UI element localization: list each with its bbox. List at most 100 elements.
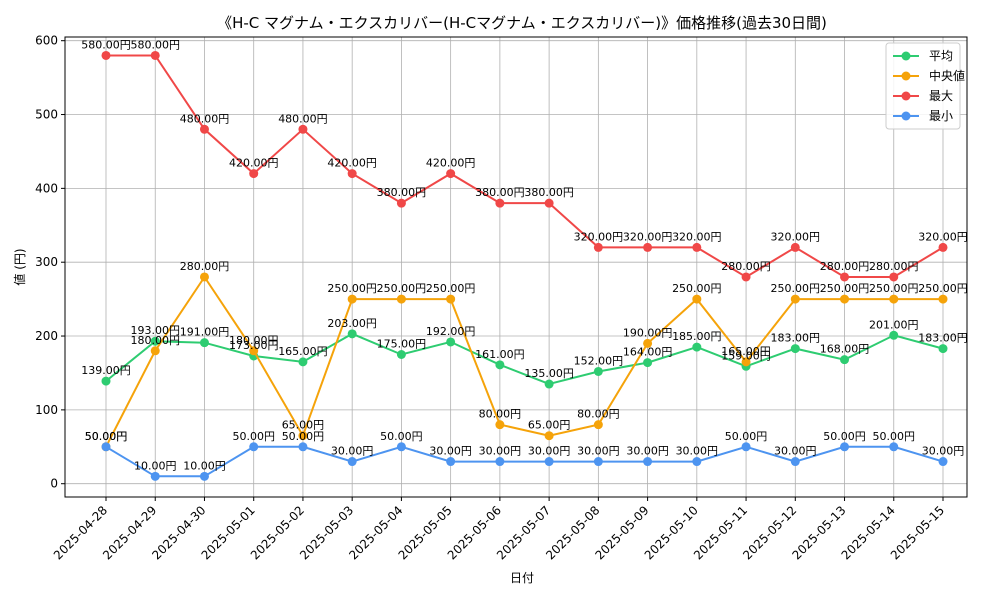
data-point — [643, 457, 653, 467]
data-label: 280.00円 — [820, 260, 870, 273]
data-point — [889, 294, 899, 304]
data-point — [396, 442, 406, 452]
data-label: 280.00円 — [721, 260, 771, 273]
data-label: 50.00円 — [823, 430, 866, 443]
data-label: 420.00円 — [229, 157, 279, 170]
data-label: 183.00円 — [918, 332, 968, 345]
data-point — [790, 242, 800, 252]
data-label: 30.00円 — [479, 445, 522, 458]
data-label: 152.00円 — [574, 354, 624, 367]
data-label: 175.00円 — [377, 337, 427, 350]
data-point — [150, 50, 160, 60]
data-label: 173.00円 — [229, 339, 279, 352]
data-point — [692, 457, 702, 467]
series-lines — [101, 50, 948, 481]
data-label: 50.00円 — [85, 430, 128, 443]
data-label: 50.00円 — [282, 430, 325, 443]
chart-title: 《H-C マグナム・エクスカリバー(H-Cマグナム・エクスカリバー)》価格推移(… — [217, 14, 827, 32]
data-label: 320.00円 — [771, 230, 821, 243]
legend-marker — [901, 51, 911, 61]
data-label: 30.00円 — [676, 445, 719, 458]
data-label: 320.00円 — [918, 230, 968, 243]
data-point — [593, 242, 603, 252]
data-point — [495, 457, 505, 467]
data-point — [643, 242, 653, 252]
data-point — [446, 337, 456, 347]
data-point — [446, 169, 456, 179]
data-label: 250.00円 — [672, 282, 722, 295]
data-point — [495, 420, 505, 430]
data-label: 250.00円 — [820, 282, 870, 295]
data-label: 480.00円 — [278, 112, 328, 125]
data-label: 30.00円 — [429, 445, 472, 458]
data-point — [692, 294, 702, 304]
data-label: 165.00円 — [278, 345, 328, 358]
data-point — [889, 272, 899, 282]
data-label: 50.00円 — [85, 430, 128, 443]
y-tick-label: 400 — [35, 181, 58, 195]
data-label: 280.00円 — [869, 260, 919, 273]
plot-area-frame — [64, 36, 968, 498]
data-point — [199, 124, 209, 134]
data-point — [593, 366, 603, 376]
data-label: 192.00円 — [426, 325, 476, 338]
data-label: 380.00円 — [524, 186, 574, 199]
data-point — [544, 431, 554, 441]
data-label: 50.00円 — [725, 430, 768, 443]
legend-label: 中央値 — [929, 68, 965, 83]
data-point — [249, 169, 259, 179]
data-label: 280.00円 — [180, 260, 230, 273]
data-label: 250.00円 — [377, 282, 427, 295]
data-point — [790, 344, 800, 354]
data-point — [495, 198, 505, 208]
legend-marker — [901, 111, 911, 121]
data-point — [790, 294, 800, 304]
series-line-1 — [105, 275, 943, 448]
data-label: 135.00円 — [524, 367, 574, 380]
data-point — [150, 346, 160, 356]
data-label: 50.00円 — [873, 430, 916, 443]
data-label: 30.00円 — [774, 445, 817, 458]
data-point — [347, 169, 357, 179]
data-point — [643, 338, 653, 348]
data-point — [544, 198, 554, 208]
data-label: 185.00円 — [672, 330, 722, 343]
data-label: 10.00円 — [134, 459, 177, 472]
data-label: 161.00円 — [475, 348, 525, 361]
data-point — [544, 379, 554, 389]
data-point — [840, 355, 850, 365]
data-point — [249, 442, 259, 452]
data-point — [446, 457, 456, 467]
data-point — [840, 272, 850, 282]
data-point — [347, 329, 357, 339]
y-tick-label: 500 — [35, 108, 58, 122]
data-point — [396, 294, 406, 304]
data-point — [741, 442, 751, 452]
data-label: 250.00円 — [327, 282, 377, 295]
legend-marker — [901, 91, 911, 101]
data-label: 139.00円 — [81, 364, 131, 377]
data-label: 380.00円 — [475, 186, 525, 199]
data-label: 320.00円 — [623, 230, 673, 243]
data-label: 190.00円 — [623, 326, 673, 339]
data-label: 65.00円 — [282, 419, 325, 432]
data-point — [298, 431, 308, 441]
data-point — [840, 294, 850, 304]
data-label: 164.00円 — [623, 346, 673, 359]
legend-box — [885, 42, 961, 130]
data-label: 193.00円 — [130, 324, 180, 337]
data-point — [495, 360, 505, 370]
data-label: 250.00円 — [771, 282, 821, 295]
data-label: 10.00円 — [183, 459, 226, 472]
data-point — [298, 442, 308, 452]
y-tick-label: 100 — [35, 403, 58, 417]
legend-label: 最小 — [929, 109, 953, 123]
data-point — [938, 242, 948, 252]
y-axis-label: 値 (円) — [12, 248, 27, 285]
data-label: 250.00円 — [426, 282, 476, 295]
data-label: 30.00円 — [331, 445, 374, 458]
data-label: 420.00円 — [327, 157, 377, 170]
series-line-3 — [105, 445, 944, 478]
data-point — [741, 357, 751, 367]
